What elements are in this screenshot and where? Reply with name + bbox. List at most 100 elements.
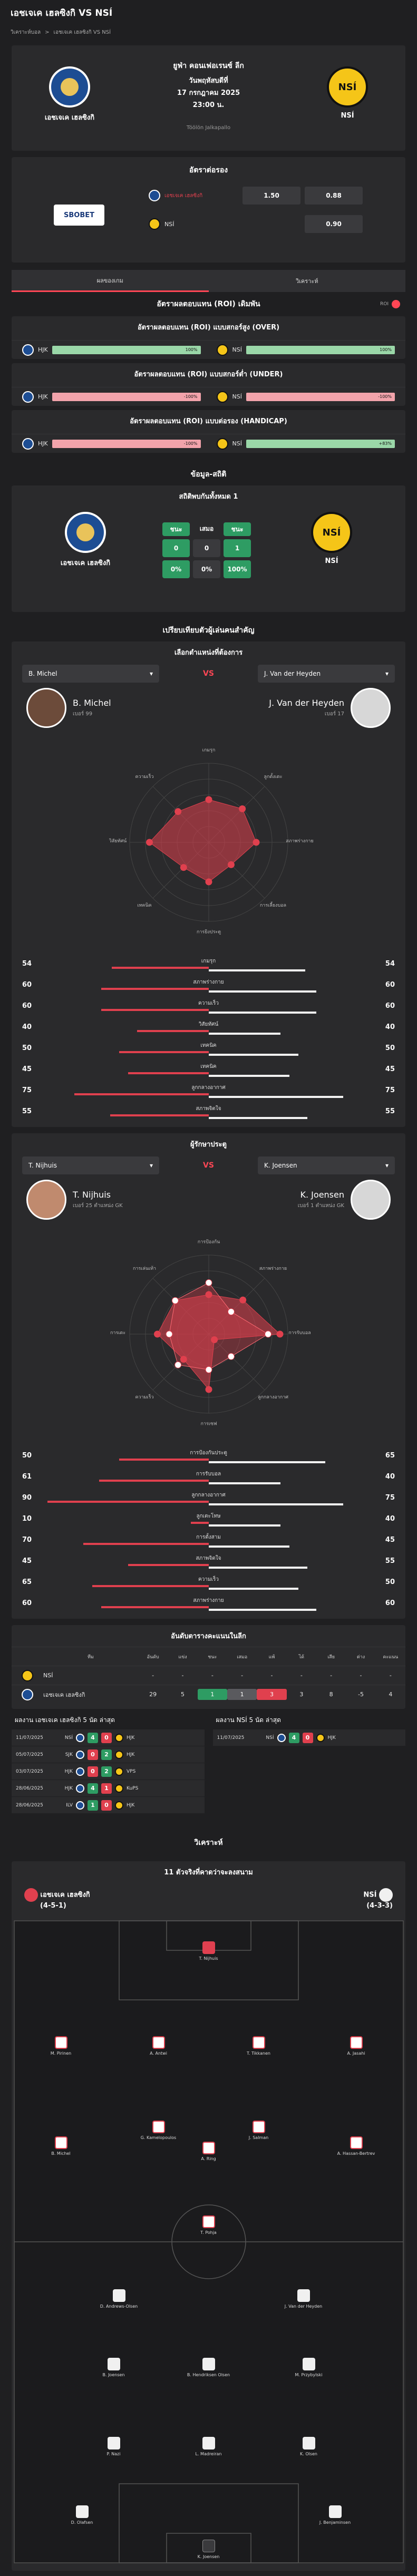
stat-left-value: 75 bbox=[22, 1086, 32, 1094]
roi-home-bar: 100% bbox=[52, 345, 201, 354]
stat-left-value: 40 bbox=[22, 1023, 32, 1031]
form-section: ผลงาน เอชเจเค เฮลซิงกิ 5 นัด ล่าสุด 11/0… bbox=[12, 1715, 405, 1814]
h2h-pct-home: 0% bbox=[162, 560, 190, 578]
form-score-a: 4 bbox=[88, 1783, 98, 1794]
league-table: ทีม อันดับ แข่ง ชนะ เสมอ แพ้ ได้ เสีย ต่าง คะแนน N… bbox=[12, 1647, 405, 1704]
stat-left-value: 60 bbox=[22, 1599, 32, 1607]
roi-line: HJK -100% NSÍ -100% bbox=[12, 387, 405, 406]
stat-row: 61 การรับบอล 40 bbox=[12, 1466, 405, 1487]
player1-select[interactable]: B. Michel ▾ bbox=[22, 665, 159, 683]
roi-away-bar: 100% bbox=[246, 345, 395, 354]
lineup-away-name: NSÍ bbox=[363, 1891, 377, 1899]
radar-point bbox=[205, 1366, 212, 1373]
lineup-player[interactable]: T. Pohja bbox=[180, 2215, 238, 2235]
radar-axis bbox=[208, 1334, 265, 1391]
lineup-player[interactable]: A. Hassan-Bertrev bbox=[327, 2136, 385, 2156]
gk2-avatar bbox=[351, 1180, 391, 1220]
lineup-player[interactable]: K. Olsen bbox=[280, 2437, 338, 2456]
h2h-count-draw: 0 bbox=[193, 539, 220, 557]
lineup-player[interactable]: T. Nijhuis bbox=[180, 1941, 238, 1961]
lineup-player[interactable]: M. Przybylski bbox=[280, 2358, 338, 2377]
table-cell: - bbox=[211, 1672, 214, 1679]
lineup-player[interactable]: M. Pirinen bbox=[32, 2036, 90, 2056]
lineup-player[interactable]: D. Andrews-Olsen bbox=[90, 2289, 148, 2309]
lineup-player[interactable]: A. Ring bbox=[180, 2142, 238, 2161]
match-time: 23:00 น. bbox=[192, 101, 225, 109]
radar-point bbox=[171, 1297, 179, 1304]
h2h-count-home: 0 bbox=[162, 539, 190, 557]
odds-away-price[interactable]: 0.90 bbox=[305, 215, 363, 233]
lineup-player[interactable]: K. Joensen bbox=[180, 2540, 238, 2559]
lineup-player-name: T. Pohja bbox=[200, 2230, 217, 2235]
gk2-select[interactable]: K. Joensen ▾ bbox=[257, 1156, 395, 1174]
stat-right-value: 55 bbox=[385, 1107, 395, 1115]
match-info: ยูฟ่า คอนเฟอเรนซ์ ลีก วันพฤหัสบดีที่ 17 … bbox=[12, 60, 405, 131]
lineup-player-name: D. Olafsen bbox=[71, 2520, 93, 2525]
stat-right-bar bbox=[208, 1054, 298, 1056]
stat-right-value: 45 bbox=[385, 1065, 395, 1073]
form-row[interactable]: 28/06/2025 HJK 4 1 KuPS bbox=[12, 1780, 205, 1797]
form-score-b: 0 bbox=[101, 1732, 112, 1743]
stat-right-bar bbox=[208, 1545, 289, 1548]
form-score-a: 4 bbox=[288, 1732, 299, 1743]
lineup-player[interactable]: B. Michel bbox=[32, 2136, 90, 2156]
breadcrumb-home[interactable]: วิเคราะห์บอล bbox=[11, 29, 41, 35]
stat-left-bar bbox=[119, 1459, 209, 1461]
tab-analysis[interactable]: วิเคราะห์ bbox=[208, 270, 405, 292]
team-crest-icon bbox=[277, 1733, 286, 1742]
radar-point bbox=[210, 1336, 218, 1344]
radar-point bbox=[227, 1353, 235, 1360]
toggle-dot-icon[interactable] bbox=[392, 300, 400, 308]
form-row[interactable]: 03/07/2025 HJK 0 2 VPS bbox=[12, 1763, 205, 1780]
gk2-number: 1 bbox=[311, 1203, 314, 1209]
gk1-select[interactable]: T. Nijhuis ▾ bbox=[22, 1156, 159, 1174]
roi-card-title: อัตราผลตอบแทน (ROI) แบบสกอร์ต่ำ (UNDER) bbox=[134, 371, 283, 378]
lineup-title: 11 ตัวจริงที่คาดว่าจะลงสนาม bbox=[164, 1869, 253, 1877]
lineup-player[interactable]: J. Benjaminsen bbox=[306, 2505, 364, 2525]
table-row[interactable]: เอชเจเค เฮลซิงกิ 29 5 1 1 3 3 8 -5 4 bbox=[12, 1685, 405, 1704]
form-team-b: HJK bbox=[327, 1735, 336, 1741]
odds-home-handicap[interactable]: 1.50 bbox=[243, 187, 300, 205]
form-row[interactable]: 11/07/2025 NSÍ 4 0 HJK bbox=[212, 1729, 405, 1746]
lineup-player[interactable]: B. Joensen bbox=[85, 2358, 143, 2377]
player1-meta: เบอร์ 99 bbox=[73, 710, 111, 718]
away-team[interactable]: NSÍ NSÍ bbox=[305, 66, 390, 120]
bookmaker-logo[interactable]: SBOBET bbox=[54, 205, 104, 226]
lineup-player[interactable]: A. Jasahi bbox=[327, 2036, 385, 2056]
stat-row: 55 สภาพจิตใจ 55 bbox=[12, 1101, 405, 1122]
player2-select[interactable]: J. Van der Heyden ▾ bbox=[257, 665, 395, 683]
roi-away-value: 100% bbox=[380, 347, 392, 352]
gk-vs-label: VS bbox=[203, 1161, 214, 1170]
lineup-player[interactable]: J. Van der Heyden bbox=[275, 2289, 333, 2309]
lineup-player[interactable]: J. Salman bbox=[230, 2121, 288, 2140]
lineup-player-name: G. Kamelopoulos bbox=[140, 2135, 177, 2140]
form-date: 11/07/2025 bbox=[217, 1735, 245, 1741]
player-radar-chart: เกมรุก ลูกตั้งเตะ สภาพร่างกาย การเลี้ยงบอลก… bbox=[12, 732, 405, 953]
shirt-icon bbox=[350, 2136, 363, 2149]
radar-axis-label: การเล่นเท้า bbox=[132, 1266, 156, 1271]
form-score-b: 2 bbox=[101, 1749, 112, 1760]
lineup-player[interactable]: L. Madreiran bbox=[180, 2437, 238, 2456]
odds-home-price[interactable]: 0.88 bbox=[305, 187, 363, 205]
lineup-player[interactable]: G. Kamelopoulos bbox=[130, 2121, 188, 2140]
radar-axis-label: ลูกกลางอากาศ bbox=[257, 1395, 288, 1400]
lineup-player[interactable]: A. Antwi bbox=[130, 2036, 188, 2056]
lineup-player[interactable]: P. Nazi bbox=[85, 2437, 143, 2456]
roi-toggle[interactable]: ROI bbox=[380, 300, 400, 308]
stat-left-bar bbox=[101, 988, 209, 990]
form-row[interactable]: 05/07/2025 SJK 0 2 HJK bbox=[12, 1746, 205, 1763]
form-date: 05/07/2025 bbox=[16, 1752, 43, 1757]
home-team[interactable]: เอชเจเค เฮลซิงกิ bbox=[27, 66, 112, 123]
stat-left-value: 61 bbox=[22, 1472, 32, 1481]
league-table-title: อันดับตารางคะแนนในลีก bbox=[171, 1632, 246, 1640]
lineup-player[interactable]: B. Hendriksen Olsen bbox=[180, 2358, 238, 2377]
form-row[interactable]: 28/06/2025 ILV 1 0 HJK bbox=[12, 1797, 205, 1814]
shirt-icon bbox=[202, 2142, 215, 2154]
stat-right-value: 40 bbox=[385, 1472, 395, 1481]
lineup-player[interactable]: T. Tikkanen bbox=[230, 2036, 288, 2056]
tab-result[interactable]: ผลของเกม bbox=[12, 270, 209, 292]
table-row[interactable]: NSÍ - - - - - - - - - bbox=[12, 1666, 405, 1685]
compare-selectors: B. Michel ▾ VS J. Van der Heyden ▾ bbox=[12, 663, 405, 684]
lineup-player[interactable]: D. Olafsen bbox=[53, 2505, 111, 2525]
form-row[interactable]: 11/07/2025 NSÍ 4 0 HJK bbox=[12, 1729, 205, 1746]
